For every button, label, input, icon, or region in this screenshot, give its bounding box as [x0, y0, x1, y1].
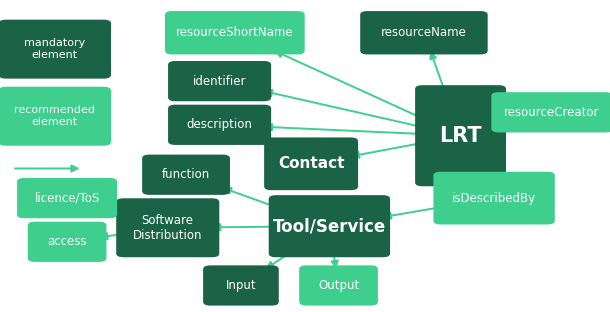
Text: resourceShortName: resourceShortName — [176, 26, 293, 39]
FancyBboxPatch shape — [300, 265, 378, 306]
FancyBboxPatch shape — [0, 20, 111, 79]
FancyBboxPatch shape — [165, 11, 305, 55]
Text: mandatory
element: mandatory element — [24, 38, 85, 60]
FancyBboxPatch shape — [264, 138, 358, 190]
FancyBboxPatch shape — [360, 11, 487, 55]
Text: Contact: Contact — [278, 156, 345, 171]
Text: Software
Distribution: Software Distribution — [133, 213, 203, 242]
FancyBboxPatch shape — [28, 222, 106, 262]
Text: recommended
element: recommended element — [15, 105, 95, 127]
Text: LRT: LRT — [439, 126, 482, 146]
Text: Input: Input — [226, 279, 256, 292]
FancyBboxPatch shape — [415, 85, 506, 186]
Text: resourceCreator: resourceCreator — [504, 106, 600, 119]
Text: Tool/Service: Tool/Service — [273, 217, 386, 235]
FancyBboxPatch shape — [0, 87, 111, 146]
FancyBboxPatch shape — [168, 105, 271, 145]
FancyBboxPatch shape — [142, 155, 230, 195]
Text: licence/ToS: licence/ToS — [35, 192, 99, 205]
FancyBboxPatch shape — [17, 178, 117, 218]
Text: resourceName: resourceName — [381, 26, 467, 39]
Text: isDescribedBy: isDescribedBy — [452, 192, 536, 205]
FancyBboxPatch shape — [492, 92, 610, 132]
Text: description: description — [187, 118, 253, 131]
FancyBboxPatch shape — [116, 198, 220, 257]
FancyBboxPatch shape — [168, 61, 271, 101]
Text: access: access — [48, 235, 87, 248]
Text: Output: Output — [318, 279, 359, 292]
Text: identifier: identifier — [193, 75, 246, 88]
Text: function: function — [162, 168, 210, 181]
FancyBboxPatch shape — [268, 195, 390, 257]
FancyBboxPatch shape — [203, 265, 279, 306]
FancyBboxPatch shape — [433, 172, 555, 225]
